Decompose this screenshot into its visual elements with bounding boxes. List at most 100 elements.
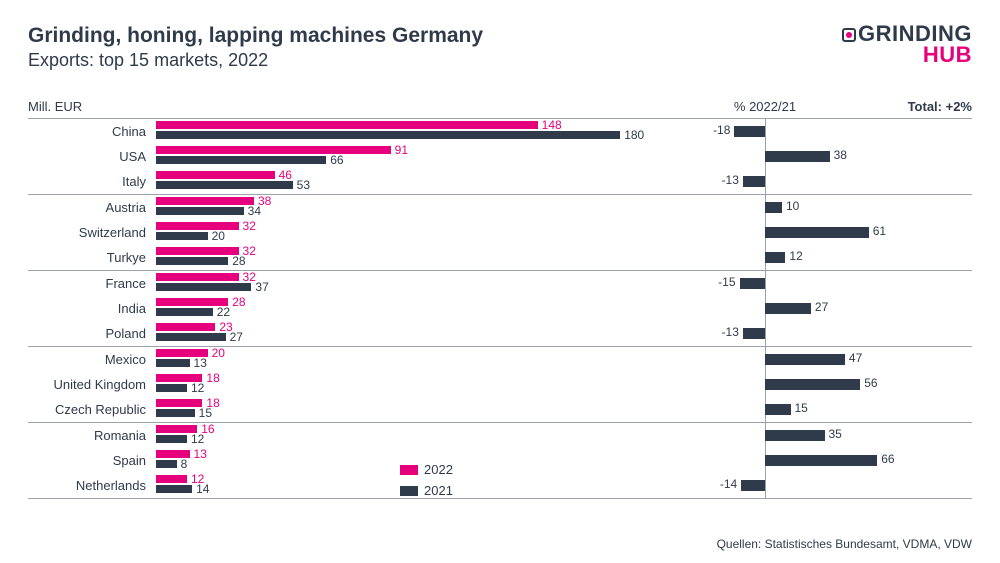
pct-cell: 10 bbox=[646, 195, 884, 220]
pct-cell: 47 bbox=[646, 347, 884, 372]
chart-group: Mexico201347United Kingdom181256Czech Re… bbox=[28, 346, 972, 422]
legend-swatch-icon bbox=[400, 486, 418, 496]
country-label: Italy bbox=[28, 169, 156, 194]
bar-2022: 32 bbox=[156, 222, 646, 230]
pct-cell: 66 bbox=[646, 448, 884, 473]
pct-value: 12 bbox=[789, 249, 802, 263]
pct-cell: 15 bbox=[646, 397, 884, 422]
pct-value: 66 bbox=[881, 452, 894, 466]
bar-2022: 148 bbox=[156, 121, 646, 129]
pct-bar bbox=[765, 252, 785, 263]
pct-value: -13 bbox=[722, 325, 739, 339]
pct-value: 38 bbox=[834, 148, 847, 162]
pct-cell: 61 bbox=[646, 220, 884, 245]
country-label: India bbox=[28, 296, 156, 321]
chart-row: Mexico201347 bbox=[28, 347, 972, 372]
pct-value: -14 bbox=[720, 477, 737, 491]
bar-2021: 15 bbox=[156, 409, 646, 417]
chart-row: Italy4653 -13 bbox=[28, 169, 972, 194]
bar-2021: 34 bbox=[156, 207, 646, 215]
legend-item: 2021 bbox=[400, 481, 453, 502]
pct-cell: -14 bbox=[646, 473, 884, 498]
pct-zero-line bbox=[765, 473, 766, 498]
pct-value: -15 bbox=[718, 275, 735, 289]
bar-2022: 32 bbox=[156, 247, 646, 255]
axis-row: Mill. EUR % 2022/21 Total: +2% bbox=[28, 99, 972, 114]
pct-cell: -13 bbox=[646, 321, 884, 346]
country-label: United Kingdom bbox=[28, 372, 156, 397]
page: Grinding, honing, lapping machines Germa… bbox=[0, 0, 1000, 563]
subtitle: Exports: top 15 markets, 2022 bbox=[28, 50, 483, 71]
pct-bar bbox=[765, 455, 877, 466]
pct-cell: 35 bbox=[646, 423, 884, 448]
pct-bar bbox=[765, 227, 869, 238]
pct-bar bbox=[765, 202, 782, 213]
chart-row: USA916638 bbox=[28, 144, 972, 169]
axis-total-label: Total: +2% bbox=[884, 99, 972, 114]
bars-cell: 4653 bbox=[156, 169, 646, 194]
chart-group: Romania161235Spain13866Netherlands1214-1… bbox=[28, 422, 972, 499]
country-label: Czech Republic bbox=[28, 397, 156, 422]
pct-zero-line bbox=[765, 169, 766, 194]
pct-cell: 27 bbox=[646, 296, 884, 321]
chart-group: China148180-18USA916638Italy4653-13 bbox=[28, 118, 972, 194]
pct-value: 27 bbox=[815, 300, 828, 314]
chart-row: Switzerland322061 bbox=[28, 220, 972, 245]
legend: 2022 2021 bbox=[400, 460, 453, 502]
pct-bar bbox=[741, 480, 765, 491]
pct-bar bbox=[743, 328, 765, 339]
header: Grinding, honing, lapping machines Germa… bbox=[28, 24, 972, 71]
bars-cell: 1812 bbox=[156, 372, 646, 397]
pct-zero-line bbox=[765, 321, 766, 346]
country-label: China bbox=[28, 119, 156, 144]
pct-value: 56 bbox=[864, 376, 877, 390]
pct-value: 10 bbox=[786, 199, 799, 213]
country-label: Spain bbox=[28, 448, 156, 473]
title: Grinding, honing, lapping machines Germa… bbox=[28, 24, 483, 48]
pct-value: 15 bbox=[795, 401, 808, 415]
bar-2021: 180 bbox=[156, 131, 646, 139]
pct-value: -13 bbox=[722, 173, 739, 187]
bar-2021: 13 bbox=[156, 359, 646, 367]
legend-swatch-icon bbox=[400, 465, 418, 475]
bars-cell: 3228 bbox=[156, 245, 646, 270]
pct-value: 61 bbox=[873, 224, 886, 238]
bars-cell: 1612 bbox=[156, 423, 646, 448]
bars-cell: 3220 bbox=[156, 220, 646, 245]
pct-bar bbox=[765, 151, 830, 162]
pct-value: 47 bbox=[849, 351, 862, 365]
logo: GRINDING HUB bbox=[842, 24, 972, 66]
bars-cell: 2822 bbox=[156, 296, 646, 321]
chart-row: Austria383410 bbox=[28, 195, 972, 220]
legend-label: 2021 bbox=[424, 481, 453, 502]
bar-2021: 20 bbox=[156, 232, 646, 240]
country-label: Austria bbox=[28, 195, 156, 220]
pct-bar bbox=[765, 379, 860, 390]
title-block: Grinding, honing, lapping machines Germa… bbox=[28, 24, 483, 71]
logo-icon bbox=[842, 28, 856, 42]
pct-bar bbox=[765, 354, 845, 365]
pct-cell: 56 bbox=[646, 372, 884, 397]
axis-bars-spacer bbox=[156, 99, 646, 114]
pct-cell: 38 bbox=[646, 144, 884, 169]
bar-2021: 53 bbox=[156, 181, 646, 189]
axis-left-label: Mill. EUR bbox=[28, 99, 156, 114]
bars-cell: 1815 bbox=[156, 397, 646, 422]
country-label: France bbox=[28, 271, 156, 296]
pct-cell: -18 bbox=[646, 119, 884, 144]
country-label: Turkye bbox=[28, 245, 156, 270]
bar-2022: 18 bbox=[156, 399, 646, 407]
pct-cell: 12 bbox=[646, 245, 884, 270]
pct-bar bbox=[765, 404, 791, 415]
chart-group: France3237-15India282227Poland2327-13 bbox=[28, 270, 972, 346]
chart-row: Turkye3228 12 bbox=[28, 245, 972, 270]
bar-2021: 12 bbox=[156, 384, 646, 392]
chart-row: Netherlands1214-14 bbox=[28, 473, 972, 498]
pct-zero-line bbox=[765, 119, 766, 144]
pct-bar bbox=[740, 278, 766, 289]
chart-group: Austria383410Switzerland322061Turkye3228… bbox=[28, 194, 972, 270]
pct-cell: -13 bbox=[646, 169, 884, 194]
pct-cell: -15 bbox=[646, 271, 884, 296]
bar-2021: 66 bbox=[156, 156, 646, 164]
bar-2021: 12 bbox=[156, 435, 646, 443]
